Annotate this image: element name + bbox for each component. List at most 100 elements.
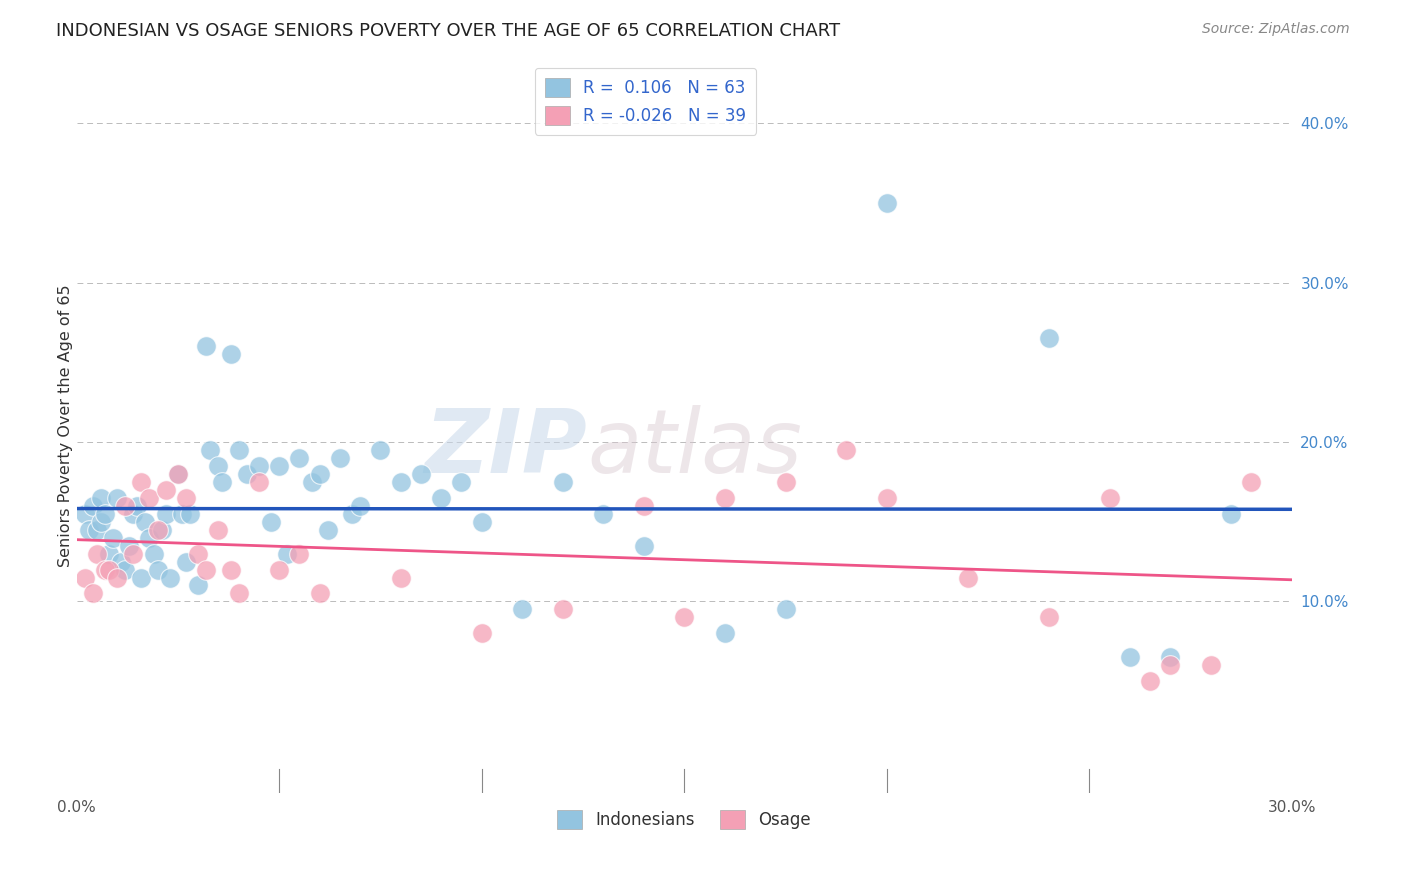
Point <box>301 475 323 489</box>
Point <box>956 570 979 584</box>
Point <box>308 467 330 481</box>
Point <box>90 515 112 529</box>
Point <box>146 523 169 537</box>
Point <box>713 491 735 505</box>
Point <box>98 563 121 577</box>
Point <box>775 475 797 489</box>
Point <box>775 602 797 616</box>
Point <box>146 563 169 577</box>
Point <box>195 339 218 353</box>
Text: INDONESIAN VS OSAGE SENIORS POVERTY OVER THE AGE OF 65 CORRELATION CHART: INDONESIAN VS OSAGE SENIORS POVERTY OVER… <box>56 22 841 40</box>
Point <box>370 443 392 458</box>
Point <box>340 507 363 521</box>
Point <box>73 570 96 584</box>
Point <box>101 531 124 545</box>
Point <box>269 458 291 473</box>
Point <box>105 491 128 505</box>
Point <box>1139 674 1161 689</box>
Point <box>389 475 412 489</box>
Point <box>211 475 233 489</box>
Point <box>174 555 197 569</box>
Point <box>592 507 614 521</box>
Text: atlas: atlas <box>588 405 801 491</box>
Point <box>276 547 298 561</box>
Point <box>179 507 201 521</box>
Point <box>138 531 160 545</box>
Point <box>159 570 181 584</box>
Point <box>876 491 898 505</box>
Point <box>219 347 242 361</box>
Point <box>1038 331 1060 345</box>
Text: Source: ZipAtlas.com: Source: ZipAtlas.com <box>1202 22 1350 37</box>
Point <box>471 626 494 640</box>
Point <box>713 626 735 640</box>
Point <box>187 547 209 561</box>
Point <box>835 443 858 458</box>
Point <box>1119 650 1142 665</box>
Point <box>551 475 574 489</box>
Point <box>1038 610 1060 624</box>
Point <box>247 475 270 489</box>
Point <box>450 475 472 489</box>
Point <box>122 547 145 561</box>
Point <box>633 539 655 553</box>
Point <box>166 467 188 481</box>
Point <box>142 547 165 561</box>
Point <box>288 450 311 465</box>
Point <box>389 570 412 584</box>
Text: ZIP: ZIP <box>425 405 588 491</box>
Point <box>409 467 432 481</box>
Point <box>82 586 104 600</box>
Point <box>260 515 283 529</box>
Point <box>430 491 453 505</box>
Point <box>876 196 898 211</box>
Point <box>131 570 153 584</box>
Point <box>329 450 352 465</box>
Point <box>349 499 371 513</box>
Point <box>1159 650 1181 665</box>
Point <box>1098 491 1121 505</box>
Point <box>86 523 108 537</box>
Point <box>288 547 311 561</box>
Point <box>1220 507 1243 521</box>
Y-axis label: Seniors Poverty Over the Age of 65: Seniors Poverty Over the Age of 65 <box>58 285 73 567</box>
Point <box>510 602 533 616</box>
Point <box>207 523 229 537</box>
Point <box>105 570 128 584</box>
Point <box>308 586 330 600</box>
Point <box>138 491 160 505</box>
Point <box>150 523 173 537</box>
Point <box>1199 658 1222 673</box>
Point <box>94 507 117 521</box>
Point <box>122 507 145 521</box>
Point <box>228 443 250 458</box>
Point <box>166 467 188 481</box>
Point <box>98 547 121 561</box>
Legend: Indonesians, Osage: Indonesians, Osage <box>551 803 818 836</box>
Point <box>86 547 108 561</box>
Point <box>235 467 257 481</box>
Point <box>200 443 222 458</box>
Point <box>195 563 218 577</box>
Point <box>118 539 141 553</box>
Point <box>673 610 696 624</box>
Point <box>269 563 291 577</box>
Point <box>114 499 136 513</box>
Point <box>77 523 100 537</box>
Point <box>551 602 574 616</box>
Point <box>228 586 250 600</box>
Point <box>316 523 339 537</box>
Point <box>82 499 104 513</box>
Point <box>187 578 209 592</box>
Point <box>174 491 197 505</box>
Point <box>1240 475 1263 489</box>
Point <box>219 563 242 577</box>
Point <box>73 507 96 521</box>
Point <box>155 483 177 497</box>
Point <box>471 515 494 529</box>
Point <box>94 563 117 577</box>
Point <box>1159 658 1181 673</box>
Point <box>633 499 655 513</box>
Point <box>131 475 153 489</box>
Point <box>134 515 156 529</box>
